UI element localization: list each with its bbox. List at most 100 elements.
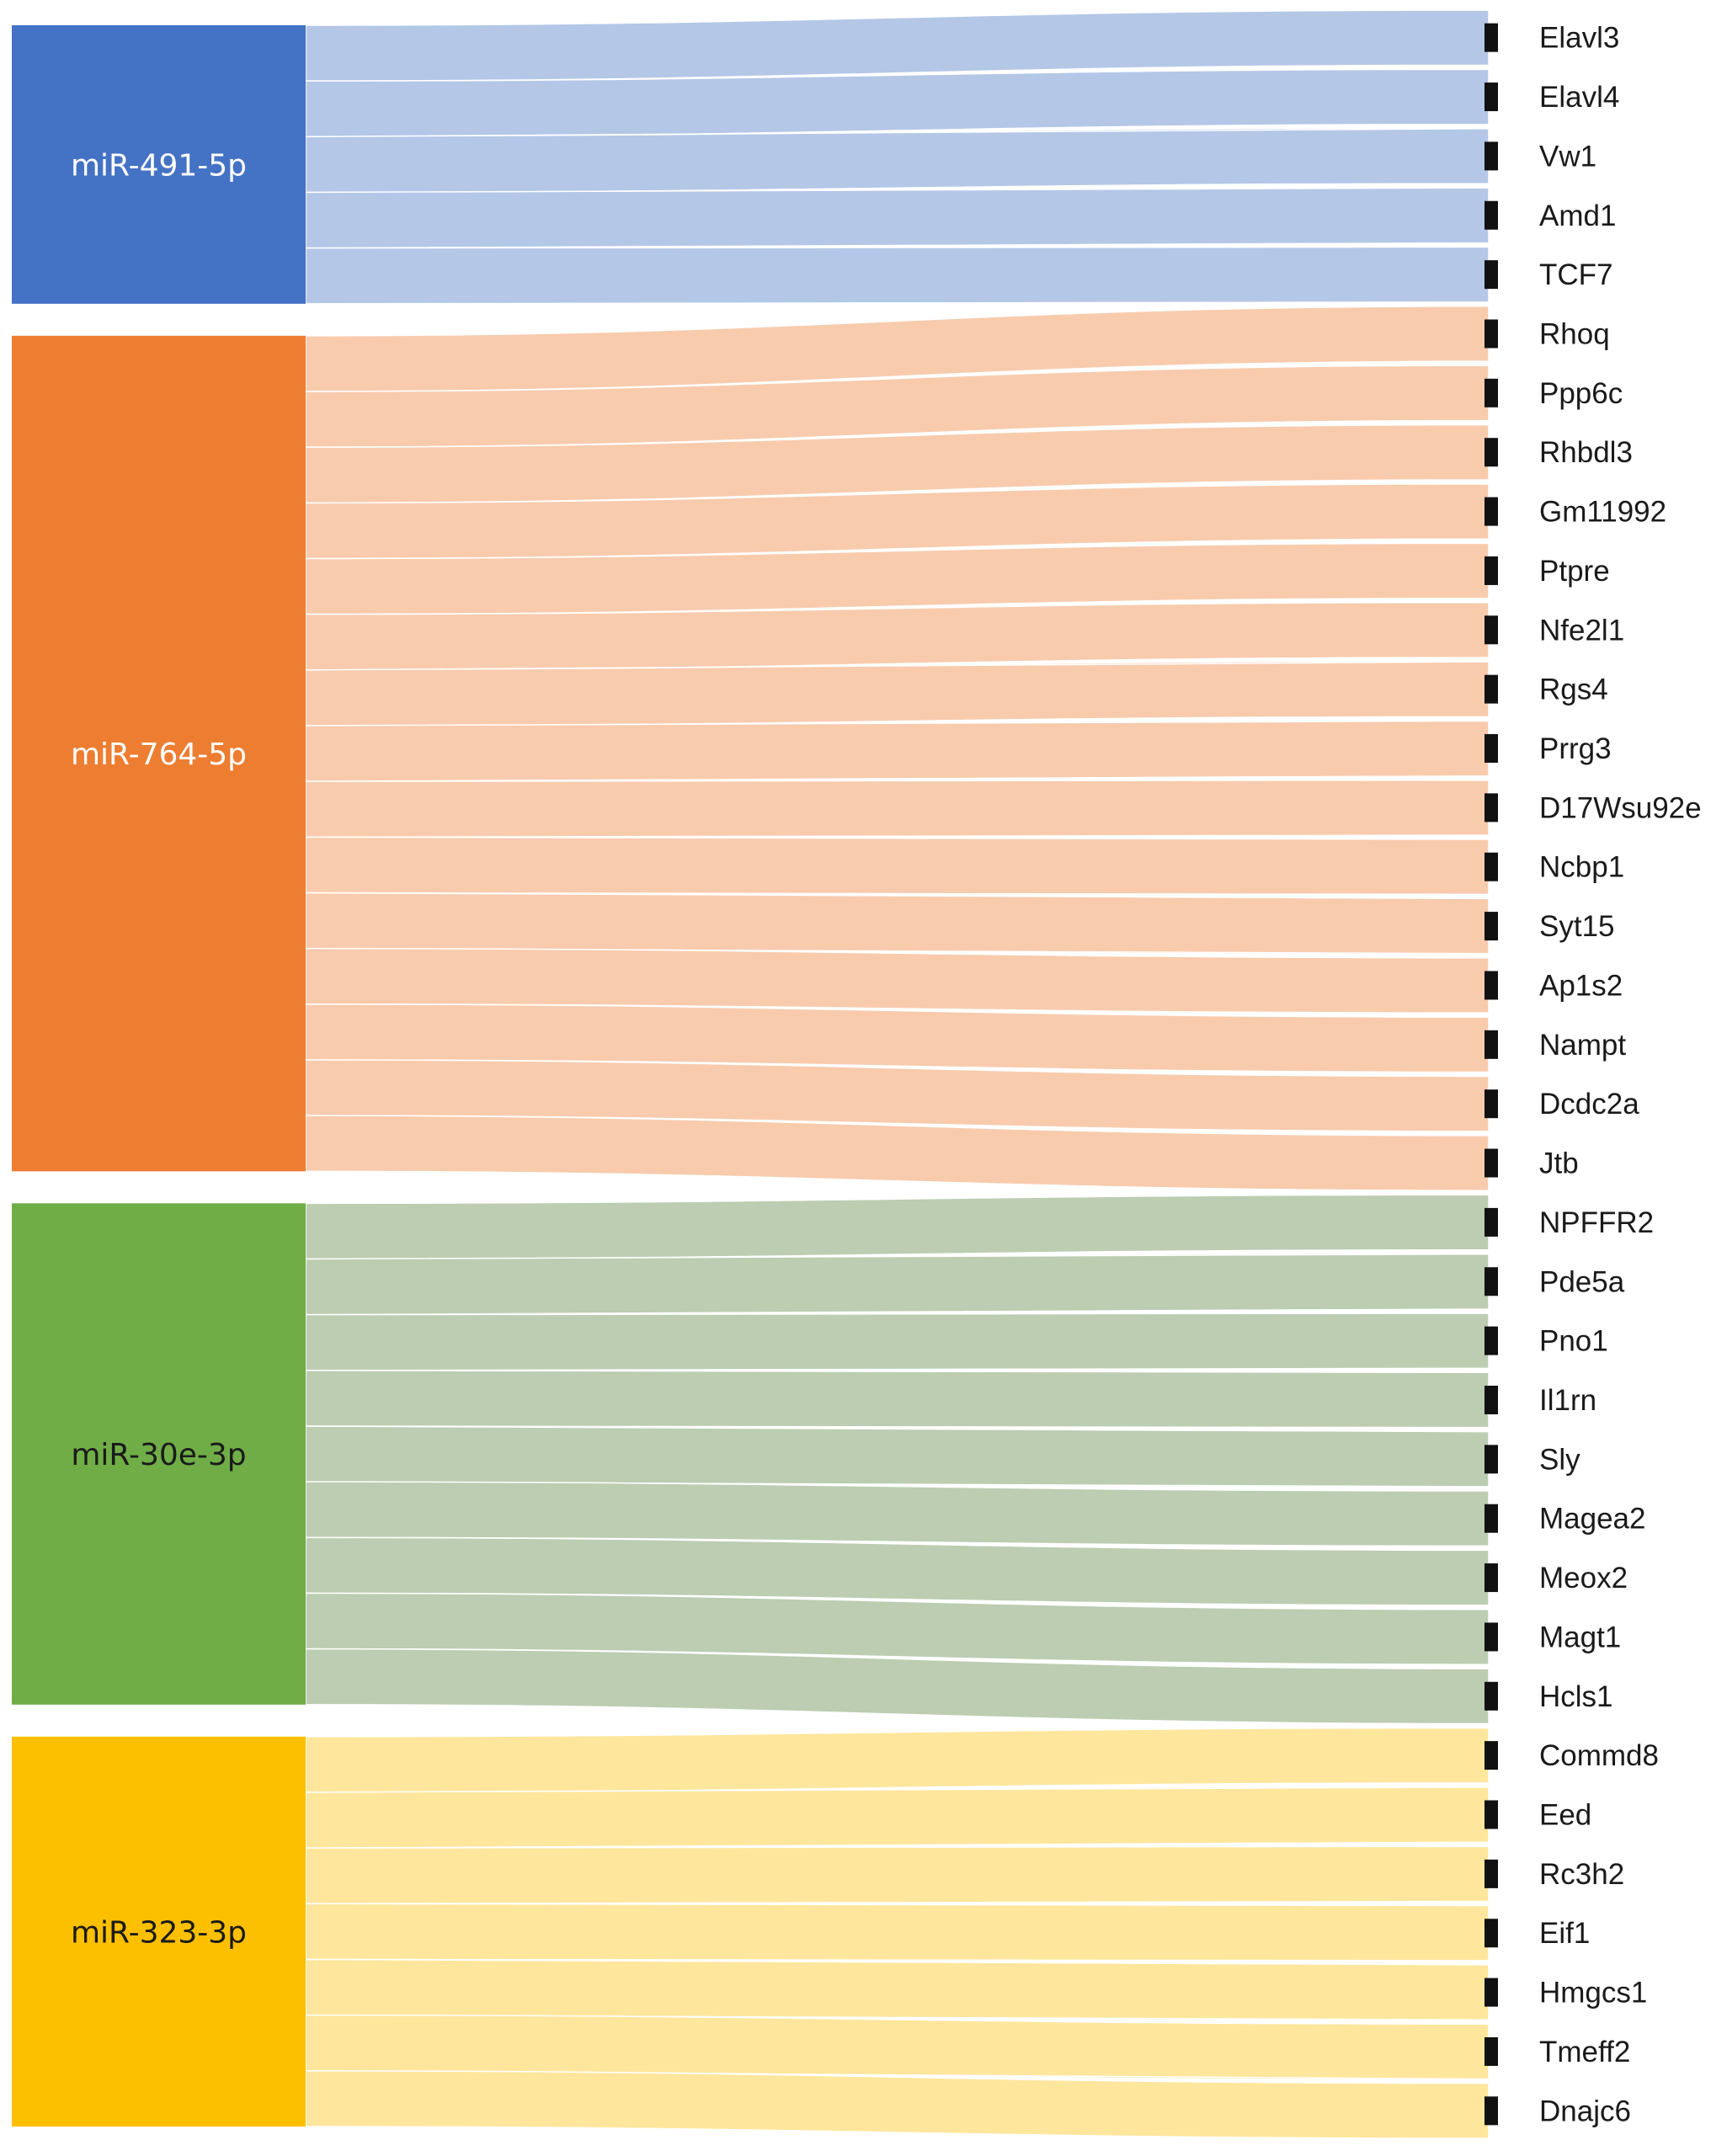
flow-link [305,187,1490,249]
source-node-label: miR-764-5p [71,737,247,772]
target-node-label: Dnajc6 [1539,2095,1631,2127]
target-node-marker [1484,1859,1498,1888]
target-node-label: Ppp6c [1539,377,1623,410]
flow-link [305,9,1490,82]
target-node-marker [1484,734,1498,764]
target-node-marker [1484,1385,1498,1414]
flow-link [305,892,1490,955]
target-node-marker [1484,378,1498,407]
flow-link [305,1845,1490,1905]
source-node-label: miR-30e-3p [71,1438,246,1472]
target-node-label: Rc3h2 [1539,1858,1624,1891]
target-node-label: Syt15 [1539,910,1615,943]
target-node-label: Rhoq [1539,317,1610,350]
target-node-marker [1484,615,1498,645]
target-node-marker [1484,1207,1498,1237]
flow-link [305,1786,1490,1849]
flow-link [305,1115,1490,1191]
target-node-marker [1484,1681,1498,1711]
target-node-label: Elavl3 [1539,22,1619,55]
flow-link [305,720,1490,782]
flow-link [305,1903,1490,1962]
target-node-marker [1484,438,1498,467]
flow-link [305,661,1490,727]
target-node-marker [1484,23,1498,52]
target-node-label: Il1rn [1539,1384,1596,1417]
flow-link [305,1536,1490,1606]
target-nodes: Elavl3 Elavl4 Vw1 Amd1 TCF7 Rhoq Ppp6c Rhbdl3 Gm… [1484,22,1702,2127]
source-node-label: miR-323-3p [71,1915,247,1950]
source-node [12,1203,306,1705]
flow-links [305,9,1490,2139]
target-node-label: Ap1s2 [1539,969,1623,1002]
target-node-marker [1484,971,1498,1000]
target-node-marker [1484,1622,1498,1652]
target-node-label: Jtb [1539,1147,1579,1180]
target-node-label: NPFFR2 [1539,1206,1654,1239]
target-node-label: Nampt [1539,1029,1626,1062]
target-node-label: Ptpre [1539,555,1610,588]
target-node-label: Vw1 [1539,140,1596,173]
source-node [12,335,306,1172]
flow-link [305,1003,1490,1073]
flow-link [305,1059,1490,1132]
target-node-label: Pno1 [1539,1325,1608,1358]
flow-link [305,1958,1490,2021]
target-node-marker [1484,141,1498,171]
source-node [12,25,306,304]
flow-link [305,1727,1490,1793]
target-node-marker [1484,2036,1498,2066]
target-node-marker [1484,1089,1498,1119]
target-node-label: Tmeff2 [1539,2036,1630,2068]
target-node-marker [1484,1978,1498,2007]
target-node-label: Eed [1539,1799,1591,1832]
flow-link [305,2014,1490,2080]
target-node-label: Rhbdl3 [1539,436,1633,469]
target-node-marker [1484,1148,1498,1178]
flow-link [305,1312,1490,1371]
flow-link [305,1425,1490,1488]
source-nodes: miR-491-5p miR-764-5p miR-30e-3p miR-323-3p [12,25,306,2127]
target-node-marker [1484,912,1498,941]
flow-link [305,779,1490,838]
target-node-label: Pde5a [1539,1265,1625,1298]
flow-link [305,947,1490,1014]
flow-link [305,2070,1490,2139]
target-node-marker [1484,556,1498,585]
target-node-label: Gm11992 [1539,496,1666,529]
target-node-label: Dcdc2a [1539,1088,1639,1121]
flow-link [305,1481,1490,1547]
flow-link [305,365,1490,448]
target-node-label: Prrg3 [1539,732,1612,765]
flow-link [305,423,1490,504]
target-node-label: Hmgcs1 [1539,1977,1647,2010]
flow-link [305,1592,1490,1665]
target-node-label: TCF7 [1539,258,1613,291]
target-node-marker [1484,1800,1498,1829]
flow-link [305,1370,1490,1429]
target-node-label: Nfe2l1 [1539,614,1624,647]
target-node-marker [1484,1504,1498,1533]
target-node-marker [1484,319,1498,349]
target-node-marker [1484,497,1498,526]
source-node [12,1736,306,2127]
target-node-marker [1484,2096,1498,2126]
target-node-marker [1484,1445,1498,1474]
target-node-label: Magt1 [1539,1621,1621,1653]
flow-link [305,306,1490,392]
flow-link [305,1194,1490,1260]
flow-link [305,127,1490,194]
flow-link [305,483,1490,560]
flow-link [305,1648,1490,1725]
target-node-marker [1484,260,1498,290]
target-node-label: Amd1 [1539,200,1616,232]
target-node-marker [1484,1563,1498,1593]
target-node-marker [1484,1326,1498,1355]
target-node-marker [1484,793,1498,822]
flow-link [305,246,1490,305]
target-node-marker [1484,83,1498,112]
target-node-marker [1484,1267,1498,1296]
target-node-label: Magea2 [1539,1503,1645,1536]
target-node-marker [1484,1741,1498,1770]
